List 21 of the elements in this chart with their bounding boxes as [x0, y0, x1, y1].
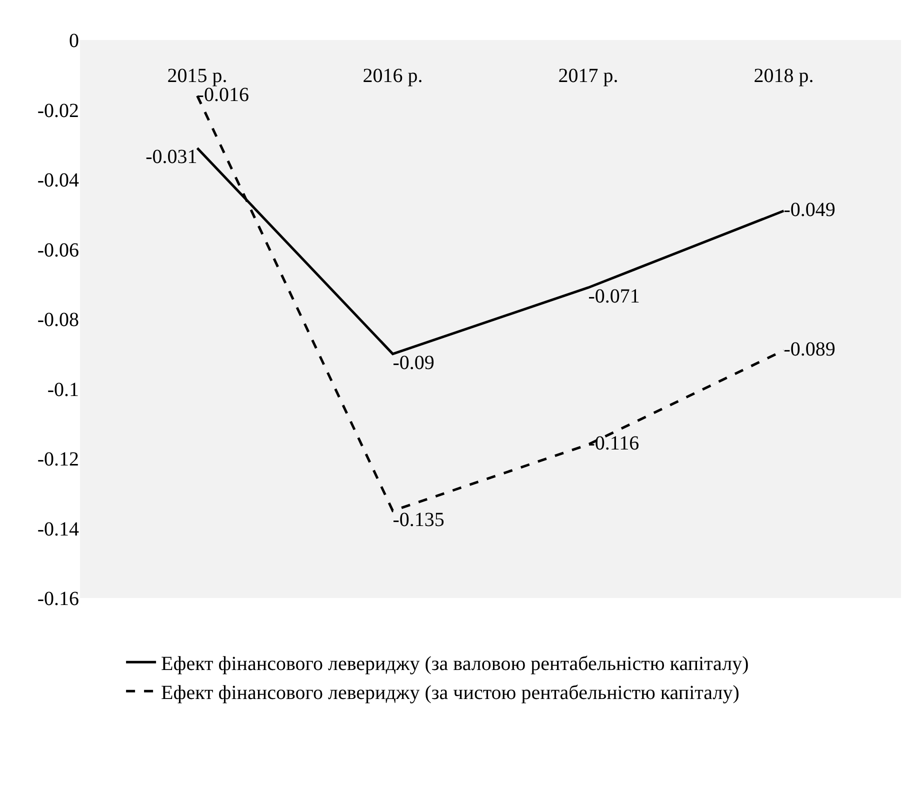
y-tick-label: -0.1	[47, 378, 79, 401]
y-tick-label: -0.06	[37, 239, 79, 262]
y-tick-label: -0.08	[37, 309, 79, 331]
y-tick-label: -0.04	[37, 170, 79, 192]
legend-label: Ефект фінансового левериджу (за чистою рентабельністю капіталу)	[161, 682, 740, 704]
data-label: -0.071	[588, 286, 640, 308]
data-label: -0.116	[588, 432, 640, 455]
y-tick-label: -0.12	[37, 448, 79, 470]
y-tick-label: -0.16	[37, 588, 79, 610]
x-tick-label: 2016 р.	[362, 65, 423, 88]
x-tick-label: 2018 р.	[754, 65, 814, 88]
data-label: -0.049	[784, 198, 836, 221]
y-tick-label: -0.14	[37, 518, 79, 540]
y-tick-label: 0	[69, 30, 79, 52]
legend-label: Ефект фінансового левериджу (за валовою рентабельністю капіталу)	[161, 652, 749, 675]
data-label: -0.089	[784, 338, 836, 360]
data-label: -0.031	[146, 146, 198, 168]
data-label: -0.135	[392, 508, 444, 531]
data-label: -0.09	[392, 352, 434, 374]
x-tick-label: 2017 р.	[558, 65, 618, 88]
y-tick-label: -0.02	[37, 100, 79, 122]
